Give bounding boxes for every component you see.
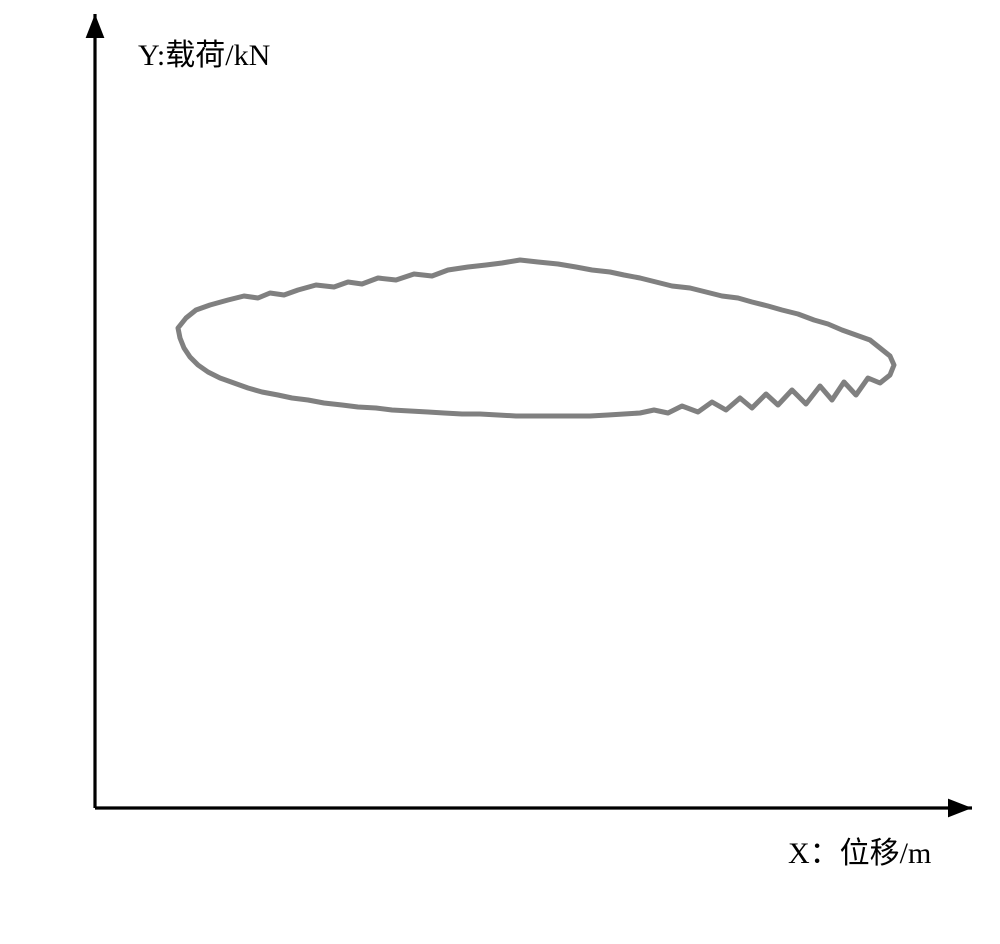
y-axis-label: Y:载荷/kN (138, 30, 270, 74)
x-axis-label: X：位移/m (788, 828, 931, 872)
chart-svg (0, 0, 1000, 944)
chart-container: Y:载荷/kN X：位移/m (0, 0, 1000, 944)
